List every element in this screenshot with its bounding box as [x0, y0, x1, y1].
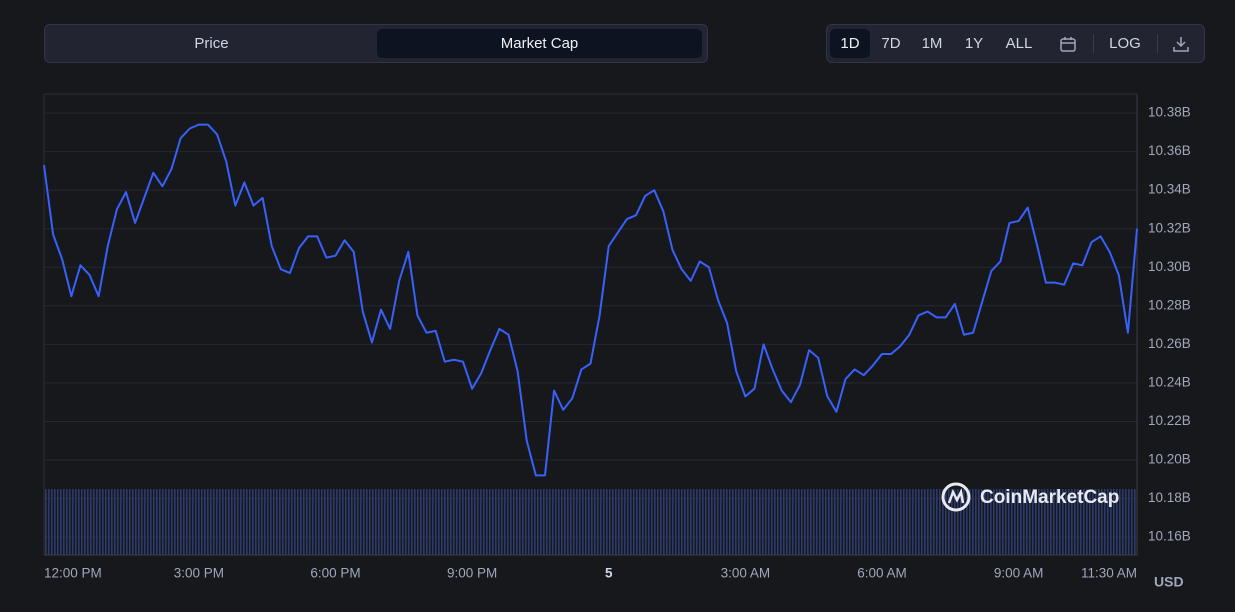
x-tick-label: 5 [605, 566, 613, 581]
y-tick-label: 10.28B [1148, 297, 1191, 312]
tab-active[interactable]: Market Cap [377, 29, 702, 58]
y-tick-label: 10.30B [1148, 259, 1191, 274]
y-tick-label: 10.26B [1148, 336, 1191, 351]
y-tick-label: 10.24B [1148, 374, 1191, 389]
range-button[interactable]: 7D [881, 35, 901, 52]
x-tick-label: 6:00 AM [857, 566, 907, 581]
volume-decoration [44, 489, 1137, 555]
y-tick-label: 10.38B [1148, 105, 1191, 120]
download-icon[interactable] [1172, 35, 1190, 53]
y-tick-label: 10.22B [1148, 413, 1191, 428]
y-tick-label: 10.16B [1148, 529, 1191, 544]
range-button[interactable]: 1D [830, 29, 870, 58]
watermark-text: CoinMarketCap [980, 487, 1119, 508]
x-tick-label: 3:00 AM [721, 566, 771, 581]
x-tick-label: 6:00 PM [310, 566, 360, 581]
y-tick-label: 10.34B [1148, 182, 1191, 197]
separator [1157, 34, 1158, 53]
range-bar: 1D 7D 1M 1Y ALL LOG [826, 24, 1205, 63]
watermark: CoinMarketCap [941, 482, 1119, 512]
price-line [43, 123, 1138, 477]
x-tick-label: 9:00 PM [447, 566, 497, 581]
y-tick-label: 10.18B [1148, 490, 1191, 505]
calendar-icon[interactable] [1059, 35, 1077, 53]
y-tick-label: 10.32B [1148, 220, 1191, 235]
x-tick-label: 11:30 AM [1081, 566, 1137, 581]
range-button[interactable]: 1M [921, 35, 943, 52]
x-tick-label: 3:00 PM [174, 566, 224, 581]
y-tick-label: 10.36B [1148, 143, 1191, 158]
log-button[interactable]: LOG [1109, 35, 1141, 52]
tab[interactable]: Price [194, 35, 229, 52]
range-button[interactable]: ALL [1005, 35, 1033, 52]
x-tick-label: 12:00 PM [44, 566, 102, 581]
range-button[interactable]: 1Y [964, 35, 984, 52]
y-tick-label: 10.20B [1148, 452, 1191, 467]
x-tick-label: 9:00 AM [994, 566, 1044, 581]
currency-label: USD [1154, 574, 1184, 590]
tab-bar: Price Market Cap [44, 24, 708, 63]
separator [1093, 34, 1094, 53]
